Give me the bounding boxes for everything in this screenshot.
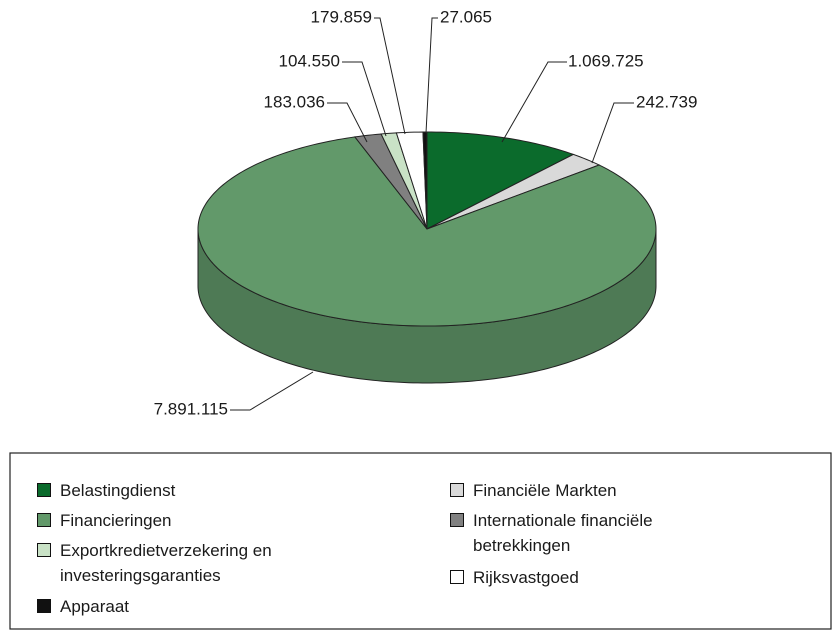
value-label: 179.859	[311, 7, 372, 26]
value-label: 27.065	[440, 7, 492, 26]
leader-line	[374, 17, 406, 135]
leader-line	[327, 102, 368, 143]
value-label: 7.891.115	[154, 399, 228, 418]
legend-swatch	[37, 513, 51, 527]
value-label: 1.069.725	[568, 51, 644, 70]
legend-label: Financiële Markten	[473, 481, 617, 500]
legend-label: Apparaat	[60, 597, 129, 616]
legend-label: Exportkredietverzekering en investerings…	[60, 541, 272, 585]
value-label: 104.550	[279, 51, 340, 70]
leader-line	[501, 61, 567, 143]
leader-line	[230, 371, 314, 411]
pie-slice	[426, 153, 601, 230]
pie-slice	[197, 136, 657, 327]
legend-swatch	[450, 483, 464, 497]
legend-label: Financieringen	[60, 511, 172, 530]
leader-line	[425, 17, 438, 134]
legend-swatch	[37, 543, 51, 557]
value-label: 183.036	[264, 92, 325, 111]
legend-label: Belastingdienst	[60, 481, 176, 500]
legend-swatch	[450, 570, 464, 584]
leader-line	[591, 102, 634, 164]
legend-box	[9, 452, 832, 630]
legend-label: Rijksvastgoed	[473, 568, 579, 587]
legend-swatch	[37, 599, 51, 613]
legend-swatch	[37, 483, 51, 497]
leader-line	[342, 61, 387, 137]
pie-slice	[422, 131, 428, 230]
legend-label: Internationale financiële betrekkingen	[473, 511, 653, 555]
pie-slice	[353, 133, 428, 230]
pie-slice	[395, 131, 428, 230]
value-label: 242.739	[636, 92, 697, 111]
legend-swatch	[450, 513, 464, 527]
